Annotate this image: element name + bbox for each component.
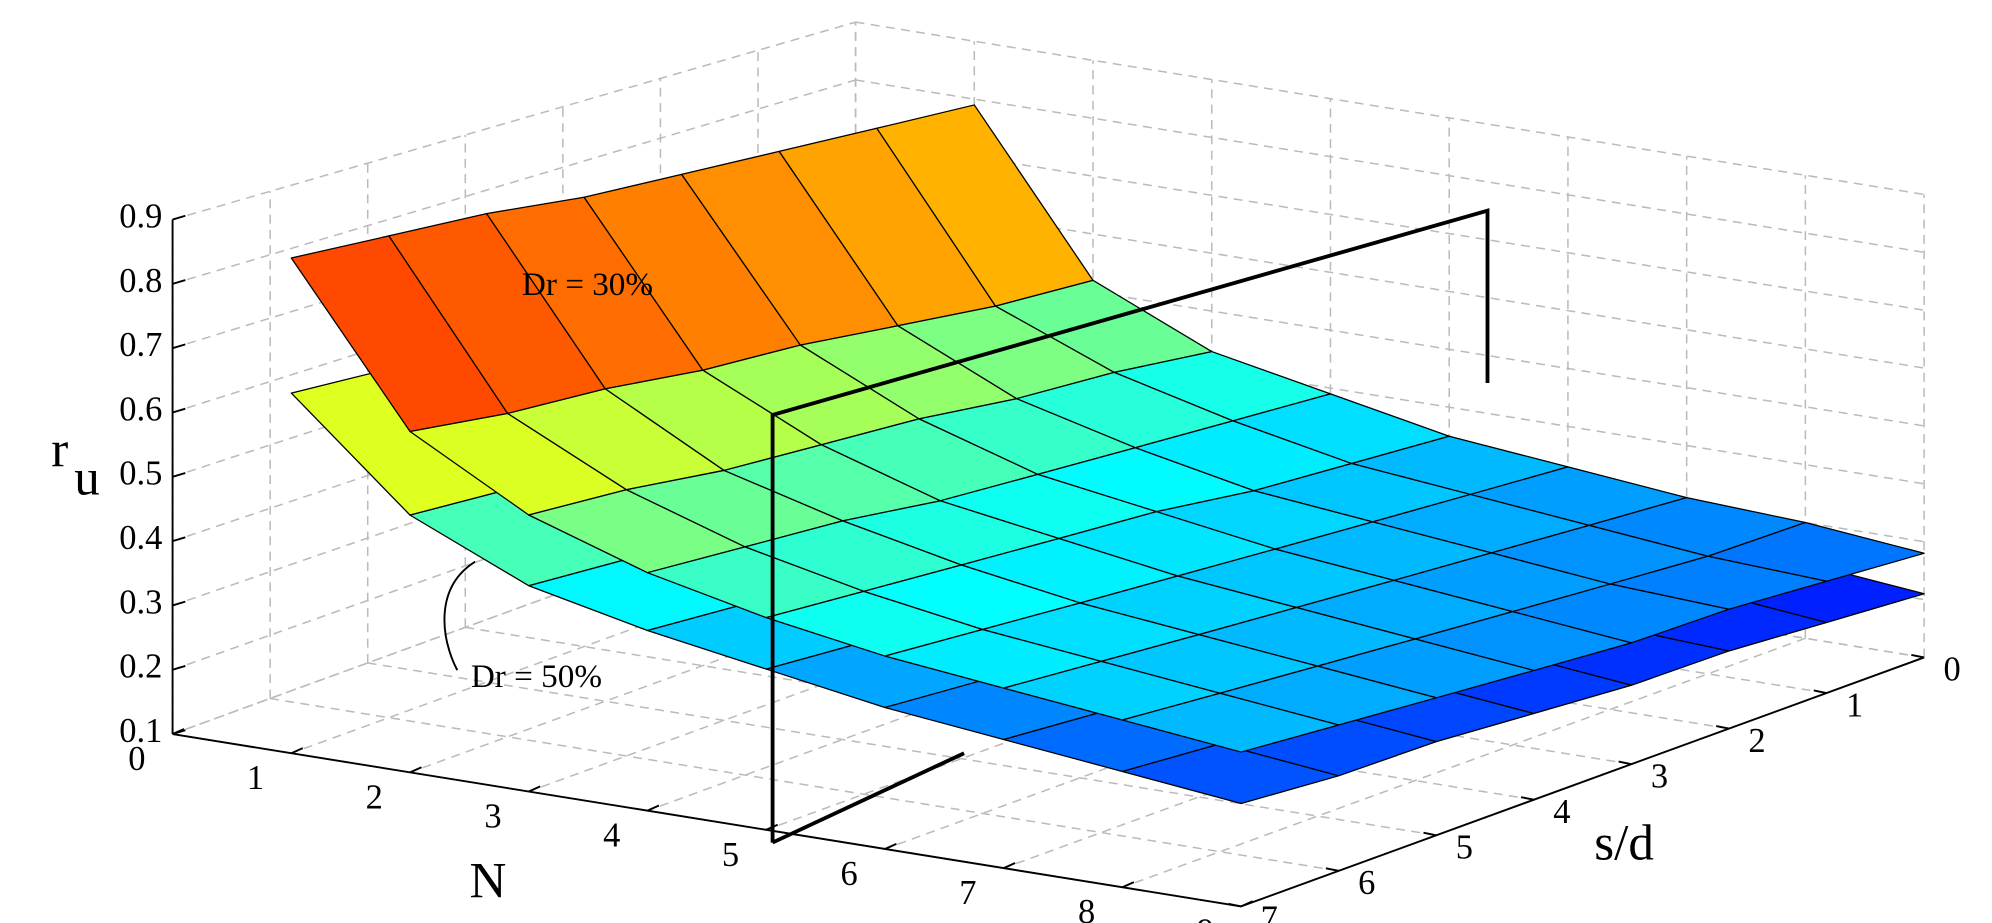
surface-patch bbox=[1121, 743, 1340, 805]
z-tick-label: 0.5 bbox=[119, 455, 162, 493]
series-annotation: Dr = 50% bbox=[471, 658, 602, 695]
x-tick-label: 8 bbox=[1078, 893, 1095, 923]
z-tick bbox=[172, 665, 186, 671]
x-tick bbox=[765, 823, 779, 831]
x-tick bbox=[172, 728, 185, 735]
y-tick-label: 0 bbox=[1944, 651, 1961, 689]
y-axis-label: s/d bbox=[1594, 814, 1654, 871]
grid-line bbox=[855, 137, 1925, 311]
y-tick-label: 2 bbox=[1748, 722, 1765, 760]
y-tick bbox=[1325, 867, 1339, 872]
x-axis-label: N bbox=[469, 853, 506, 910]
x-tick bbox=[647, 804, 660, 812]
grid-line bbox=[409, 522, 1094, 774]
grid-line bbox=[765, 580, 1450, 831]
y-tick-label: 1 bbox=[1846, 686, 1863, 724]
x-tick-label: 7 bbox=[959, 874, 976, 912]
frame-line bbox=[770, 208, 1490, 843]
x-tick bbox=[409, 766, 422, 774]
grid-line bbox=[855, 310, 1925, 485]
grid-line bbox=[855, 79, 1925, 254]
grid-line bbox=[528, 541, 1213, 793]
z-tick bbox=[172, 407, 186, 414]
y-tick-label: 4 bbox=[1553, 793, 1570, 831]
cut-frame bbox=[443, 208, 1490, 845]
annotations: Dr = 30% Dr = 50% bbox=[471, 266, 653, 695]
z-tick-label: 0.8 bbox=[119, 262, 162, 300]
y-tick bbox=[1228, 902, 1242, 908]
grid-line bbox=[855, 21, 1925, 196]
x-tick bbox=[1121, 881, 1135, 889]
y-tick bbox=[1423, 831, 1437, 837]
surfaces bbox=[290, 104, 1925, 805]
x-tick-label: 6 bbox=[841, 855, 858, 893]
y-tick bbox=[1716, 725, 1730, 730]
z-tick bbox=[172, 536, 186, 543]
z-tick bbox=[172, 472, 186, 478]
x-tick-label: 2 bbox=[366, 778, 383, 816]
x-tick-label: 1 bbox=[247, 759, 264, 797]
grid-line bbox=[1122, 637, 1806, 888]
x-tick bbox=[1240, 900, 1253, 908]
z-tick-label: 0.4 bbox=[119, 519, 162, 557]
x-tick bbox=[528, 785, 541, 793]
x-tick-label: 3 bbox=[484, 797, 501, 835]
x-tick bbox=[884, 842, 897, 850]
z-tick bbox=[172, 343, 186, 350]
x-tick-label: 0 bbox=[128, 740, 145, 778]
x-tick bbox=[290, 747, 304, 755]
grid-line bbox=[855, 194, 1925, 369]
x-tick-label: 4 bbox=[603, 817, 620, 855]
y-axis bbox=[1240, 656, 1925, 908]
grid-line bbox=[647, 560, 1331, 812]
y-tick bbox=[1618, 760, 1632, 766]
x-tick-label: 9 bbox=[1197, 912, 1214, 923]
grid-line bbox=[172, 21, 856, 221]
x-axis bbox=[172, 733, 1242, 908]
y-tick bbox=[1813, 689, 1827, 694]
grid-line bbox=[291, 503, 975, 754]
series-annotation: Dr = 30% bbox=[522, 266, 653, 303]
y-tick bbox=[1520, 796, 1535, 801]
grid-line bbox=[855, 252, 1925, 427]
y-tick-label: 7 bbox=[1261, 900, 1278, 923]
axes: 0.1 0.2 0.3 0.4 0.5 0.6 0.7 0.8 0.9 0 1 2 3 4 5 6 7 8 9 0 1 2… bbox=[119, 197, 1961, 923]
grid-line bbox=[367, 662, 1437, 837]
z-axis-label-sub: u bbox=[74, 449, 100, 506]
z-tick-label: 0.1 bbox=[119, 712, 162, 750]
z-tick bbox=[172, 214, 186, 221]
x-tick-label: 5 bbox=[722, 836, 739, 874]
z-tick-label: 0.3 bbox=[119, 583, 162, 621]
grid-line bbox=[270, 697, 1339, 872]
z-axis-label: r bbox=[51, 421, 68, 478]
grid-line bbox=[884, 599, 1569, 850]
z-tick-label: 0.6 bbox=[119, 390, 162, 428]
leader-line bbox=[443, 560, 476, 671]
surface-patch bbox=[1121, 692, 1340, 753]
z-tick bbox=[172, 600, 186, 607]
y-tick-label: 6 bbox=[1358, 864, 1375, 902]
grid-line bbox=[172, 79, 856, 285]
y-tick bbox=[1911, 653, 1925, 659]
z-tick-label: 0.9 bbox=[119, 197, 162, 235]
z-tick-label: 0.2 bbox=[119, 648, 162, 686]
grid-line bbox=[1003, 618, 1687, 869]
y-tick-label: 5 bbox=[1456, 829, 1473, 867]
z-tick bbox=[172, 279, 186, 285]
frame-line bbox=[771, 751, 965, 845]
z-tick-label: 0.7 bbox=[119, 326, 162, 364]
y-tick-label: 3 bbox=[1651, 757, 1668, 795]
grid-line bbox=[172, 484, 856, 735]
x-tick bbox=[1003, 862, 1016, 869]
